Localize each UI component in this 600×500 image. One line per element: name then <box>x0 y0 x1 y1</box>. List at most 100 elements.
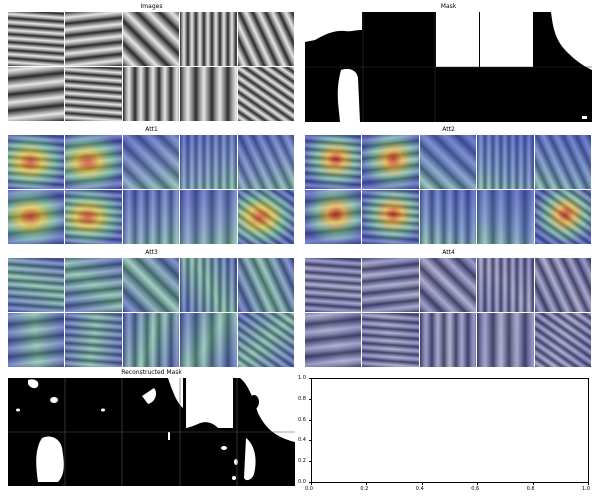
att1-tile <box>65 190 123 245</box>
reconstructed-panel <box>8 378 295 486</box>
att1-tile <box>8 135 66 190</box>
empty-axes <box>311 378 589 483</box>
att1-tile <box>65 135 123 190</box>
att1-panel <box>8 135 295 245</box>
y-tick-label: 0.6 <box>298 416 306 423</box>
images-tile <box>237 67 295 122</box>
y-tick-label: 0.2 <box>298 458 306 465</box>
y-tick-label: 0.0 <box>298 479 306 485</box>
x-tick-label: 1.0 <box>582 486 590 492</box>
att2-tile <box>362 135 420 190</box>
att2-tile <box>419 190 478 245</box>
att3-tile <box>122 313 181 368</box>
reconstructed-image <box>8 378 295 486</box>
att2-tile <box>534 135 592 190</box>
x-tick-label: 0.2 <box>360 486 369 492</box>
attention-overlay <box>237 135 294 189</box>
attention-overlay <box>8 135 65 189</box>
att4-tile <box>419 313 478 368</box>
y-tick-mark <box>309 378 311 379</box>
mask-image <box>305 12 592 122</box>
att3-tile <box>237 258 295 313</box>
attention-overlay <box>8 190 65 244</box>
attention-overlay <box>477 135 534 189</box>
att2-tile <box>477 135 535 190</box>
attention-overlay <box>237 313 294 367</box>
att2-tile <box>305 190 363 245</box>
attention-overlay <box>65 190 122 244</box>
attention-overlay <box>362 190 419 244</box>
attention-overlay <box>180 135 237 189</box>
att2-title: Att2 <box>442 126 455 133</box>
att1-tile <box>237 135 295 190</box>
images-tile <box>180 67 238 122</box>
att3-tile <box>8 258 66 313</box>
att1-tile <box>122 135 181 190</box>
attention-overlay <box>419 135 477 189</box>
att4-tile <box>305 258 363 313</box>
images-title: Images <box>140 3 163 10</box>
att1-tile <box>180 190 238 245</box>
y-tick-mark <box>309 398 311 400</box>
attention-overlay <box>65 313 122 367</box>
att2-tile <box>477 190 535 245</box>
att4-tile <box>362 313 420 368</box>
att2-tile <box>534 190 592 245</box>
att4-tile <box>419 258 478 313</box>
attention-overlay <box>65 258 122 312</box>
y-tick-mark <box>309 461 311 463</box>
att4-title: Att4 <box>442 249 455 256</box>
y-tick-mark <box>309 440 311 442</box>
images-tile <box>122 12 181 67</box>
images-tile <box>8 67 66 122</box>
images-tile <box>237 12 295 67</box>
attention-overlay <box>305 190 362 244</box>
att4-tile <box>305 313 363 368</box>
x-tick-mark <box>421 483 423 485</box>
x-tick-label: 0.6 <box>471 486 480 492</box>
att3-tile <box>180 313 238 368</box>
att2-tile <box>419 135 478 190</box>
x-tick-mark <box>532 483 534 485</box>
att1-tile <box>122 190 181 245</box>
images-tile <box>180 12 238 67</box>
attention-overlay <box>534 190 591 244</box>
att2-panel <box>305 135 592 245</box>
attention-overlay <box>534 258 591 312</box>
attention-overlay <box>180 258 237 312</box>
x-tick-label: 0.8 <box>526 486 535 492</box>
attention-overlay <box>65 135 122 189</box>
x-tick-mark <box>588 483 589 485</box>
attention-overlay <box>534 313 591 367</box>
attention-overlay <box>8 258 65 312</box>
attention-overlay <box>362 135 419 189</box>
images-tile <box>65 12 123 67</box>
attention-overlay <box>237 258 294 312</box>
attention-overlay <box>180 190 237 244</box>
y-tick-label: 0.4 <box>298 437 306 444</box>
att3-tile <box>8 313 66 368</box>
attention-overlay <box>180 313 237 367</box>
attention-overlay <box>122 135 180 189</box>
attention-overlay <box>305 313 362 367</box>
attention-overlay <box>477 190 534 244</box>
attention-overlay <box>237 190 294 244</box>
att4-panel <box>305 258 592 368</box>
x-tick-mark <box>311 483 312 485</box>
x-tick-label: 0.4 <box>415 486 424 492</box>
att4-tile <box>534 313 592 368</box>
attention-overlay <box>122 190 180 244</box>
att3-tile <box>180 258 238 313</box>
attention-overlay <box>477 258 534 312</box>
att3-panel <box>8 258 295 368</box>
attention-overlay <box>534 135 591 189</box>
attention-overlay <box>8 313 65 367</box>
attention-overlay <box>305 258 362 312</box>
mask-panel <box>305 12 592 122</box>
att3-tile <box>65 313 123 368</box>
x-tick-label: 0.0 <box>305 486 313 492</box>
att3-tile <box>122 258 181 313</box>
att1-tile <box>8 190 66 245</box>
x-tick-mark <box>477 483 479 485</box>
x-tick-mark <box>366 483 368 485</box>
